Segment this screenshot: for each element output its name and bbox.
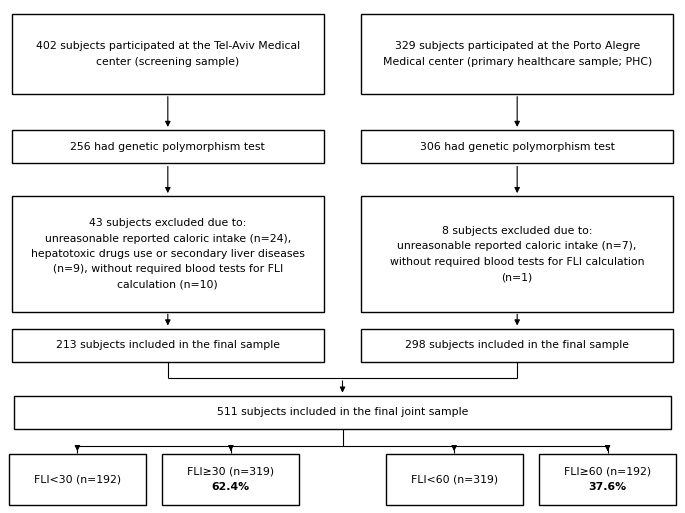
Text: 298 subjects included in the final sample: 298 subjects included in the final sampl… (405, 340, 630, 350)
FancyBboxPatch shape (14, 396, 671, 429)
FancyBboxPatch shape (362, 196, 673, 311)
Text: 213 subjects included in the final sample: 213 subjects included in the final sampl… (55, 340, 280, 350)
FancyBboxPatch shape (162, 454, 299, 505)
Text: 62.4%: 62.4% (212, 482, 250, 492)
Text: FLI≥60 (n=192): FLI≥60 (n=192) (564, 467, 651, 477)
FancyBboxPatch shape (386, 454, 523, 505)
FancyBboxPatch shape (362, 14, 673, 93)
Text: 37.6%: 37.6% (588, 482, 627, 492)
Text: (n=9), without required blood tests for FLI: (n=9), without required blood tests for … (53, 264, 283, 274)
Text: FLI≥30 (n=319): FLI≥30 (n=319) (187, 467, 275, 477)
Text: without required blood tests for FLI calculation: without required blood tests for FLI cal… (390, 256, 645, 267)
Text: Medical center (primary healthcare sample; PHC): Medical center (primary healthcare sampl… (382, 56, 652, 67)
Text: 402 subjects participated at the Tel-Aviv Medical: 402 subjects participated at the Tel-Avi… (36, 41, 300, 51)
Text: 256 had genetic polymorphism test: 256 had genetic polymorphism test (71, 142, 265, 152)
Text: 511 subjects included in the final joint sample: 511 subjects included in the final joint… (217, 407, 468, 418)
Text: (n=1): (n=1) (501, 272, 533, 282)
Text: FLI<60 (n=319): FLI<60 (n=319) (410, 475, 498, 485)
FancyBboxPatch shape (12, 14, 324, 93)
Text: FLI<30 (n=192): FLI<30 (n=192) (34, 475, 121, 485)
Text: center (screening sample): center (screening sample) (96, 56, 240, 67)
FancyBboxPatch shape (362, 130, 673, 163)
FancyBboxPatch shape (539, 454, 676, 505)
FancyBboxPatch shape (9, 454, 146, 505)
Text: 306 had genetic polymorphism test: 306 had genetic polymorphism test (420, 142, 614, 152)
FancyBboxPatch shape (362, 329, 673, 362)
Text: hepatotoxic drugs use or secondary liver diseases: hepatotoxic drugs use or secondary liver… (31, 249, 305, 259)
Text: calculation (n=10): calculation (n=10) (117, 280, 219, 290)
Text: unreasonable reported caloric intake (n=7),: unreasonable reported caloric intake (n=… (397, 241, 637, 251)
FancyBboxPatch shape (12, 130, 324, 163)
Text: 43 subjects excluded due to:: 43 subjects excluded due to: (89, 218, 247, 228)
Text: unreasonable reported caloric intake (n=24),: unreasonable reported caloric intake (n=… (45, 233, 291, 244)
FancyBboxPatch shape (12, 196, 324, 311)
FancyBboxPatch shape (12, 329, 324, 362)
Text: 8 subjects excluded due to:: 8 subjects excluded due to: (442, 226, 593, 236)
Text: 329 subjects participated at the Porto Alegre: 329 subjects participated at the Porto A… (395, 41, 640, 51)
